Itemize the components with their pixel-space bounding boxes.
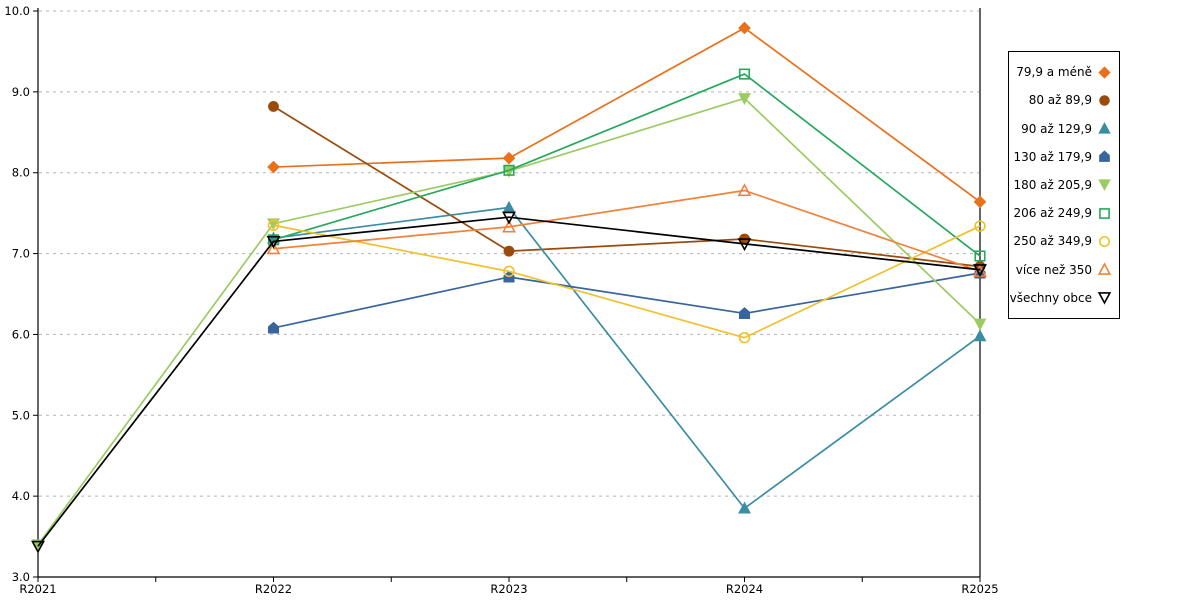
legend-marker-pentagon-icon [1099,150,1110,163]
series-line [273,224,981,339]
x-tick-label: R2024 [726,582,763,596]
legend-item-label: 206 až 249,9 [1013,206,1092,221]
series-marker-triangle-down [31,540,45,554]
series-9 [31,211,987,554]
series-marker-pentagon [267,321,280,334]
series-marker-triangle-down [973,318,987,331]
series-marker-triangle-down [1098,179,1111,192]
series-marker-diamond [502,151,516,165]
legend-item: 130 až 179,9 [1009,145,1119,169]
series-marker-triangle-up [1097,262,1112,276]
series-marker-square [974,250,986,262]
series-line [273,189,981,273]
series-marker-circle [268,100,279,112]
legend-item-label: 79,9 a méně [1016,65,1092,80]
legend-item: 90 až 129,9 [1009,117,1119,141]
series-marker-circle [1099,95,1110,106]
legend-item-label: 80 až 89,9 [1028,93,1092,108]
legend-marker-triangle-down-icon [1098,179,1111,192]
y-tick-label: 10.0 [4,4,30,18]
x-tick-label: R2025 [961,582,998,596]
series-marker-triangle-up [502,219,516,233]
legend-item-label: 250 až 349,9 [1013,234,1092,249]
legend-marker-triangle-down-icon [1097,292,1112,305]
series-marker-triangle-down [1097,292,1112,305]
series-marker-circle [738,331,751,344]
legend-marker-diamond-icon [1098,66,1111,79]
y-tick-label: 4.0 [12,489,30,503]
legend-item: 79,9 a méně [1009,60,1119,84]
series-marker-diamond [267,160,280,174]
legend-item: 180 až 205,9 [1009,173,1119,197]
series-marker-square [1099,207,1110,219]
series-line [273,73,981,257]
series-marker-diamond [973,195,987,209]
series-4 [267,266,986,334]
legend: 79,9 a méně 80 až 89,9 90 až 129,9 130 až 1… [1008,51,1120,319]
legend-marker-triangle-up-icon [1098,122,1111,134]
series-marker-pentagon [738,307,751,319]
series-marker-circle [267,219,280,231]
legend-item-label: 130 až 179,9 [1013,149,1092,164]
legend-item-label: 90 až 129,9 [1021,121,1092,136]
y-tick-label: 9.0 [12,85,30,99]
series-marker-triangle-up [737,183,752,197]
series-marker-triangle-down [266,235,281,249]
series-marker-triangle-down [738,93,751,105]
series-marker-triangle-down [973,264,987,278]
series-marker-triangle-up [738,501,751,514]
y-tick-label: 3.0 [12,570,30,584]
series-marker-square [738,68,751,80]
y-tick-label: 6.0 [12,327,30,341]
series-marker-diamond [1098,66,1111,79]
legend-item: všechny obce [1009,286,1119,310]
legend-item: 250 až 349,9 [1009,229,1119,253]
legend-item: více než 350 [1009,258,1119,282]
series-line [273,105,981,268]
legend-item: 80 až 89,9 [1009,88,1119,112]
series-7 [267,219,986,344]
series-marker-triangle-up [1098,122,1111,134]
legend-marker-circle-icon [1098,235,1111,247]
series-marker-circle [503,265,515,278]
y-tick-label: 8.0 [12,166,30,180]
legend-item: 206 až 249,9 [1009,201,1119,225]
series-marker-pentagon [1099,150,1110,163]
series-marker-triangle-down [737,238,752,252]
y-tick-label: 5.0 [12,408,30,422]
series-marker-triangle-down [502,211,516,225]
series-marker-triangle-up [973,329,987,342]
series-marker-circle [503,245,515,257]
legend-marker-triangle-up-icon [1097,262,1112,276]
series-6 [267,68,986,262]
series-marker-square [503,164,515,176]
series-1 [267,21,987,209]
series-line [273,27,981,203]
series-line [273,206,981,510]
legend-item-label: všechny obce [1009,290,1092,305]
x-tick-label: R2023 [490,582,527,596]
x-tick-label: R2022 [255,582,292,596]
series-line [273,272,981,329]
y-tick-label: 7.0 [12,247,30,261]
series-marker-circle [974,220,986,232]
legend-item-label: 180 až 205,9 [1013,177,1092,192]
series-marker-triangle-up [502,200,516,213]
series-marker-diamond [738,21,751,35]
x-tick-label: R2021 [19,582,56,596]
series-marker-triangle-up [266,241,281,255]
series-marker-circle [1098,235,1111,247]
legend-item-label: více než 350 [1015,262,1092,277]
legend-marker-circle-icon [1099,95,1110,106]
legend-marker-square-icon [1099,207,1110,219]
series-3 [267,200,987,514]
series-line [37,216,981,547]
